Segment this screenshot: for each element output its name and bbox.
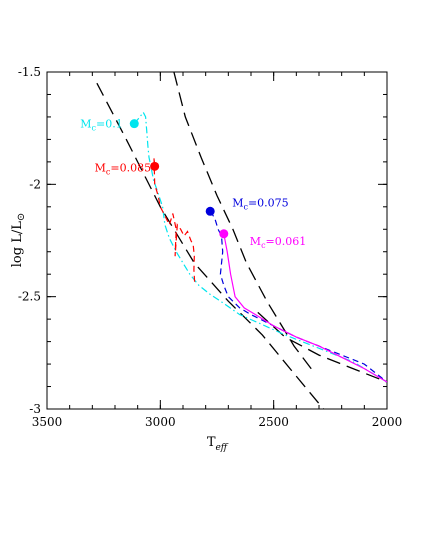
series-mass-label: Mc=0.085 bbox=[95, 161, 151, 176]
evolution-track-line bbox=[133, 111, 387, 383]
series-mass-label: Mc=0.1 bbox=[80, 118, 122, 133]
y-tick-labels: -1.5 -2 -2.5 -3 bbox=[18, 65, 41, 416]
major-ticks bbox=[46, 71, 388, 410]
reference-dashed-line bbox=[96, 82, 325, 409]
plot-frame bbox=[46, 71, 388, 410]
y-tick-label: -2.5 bbox=[18, 290, 41, 304]
reference-dashed-line bbox=[257, 311, 387, 383]
x-axis-label: Teff bbox=[207, 435, 229, 453]
reference-dashed-line bbox=[173, 72, 316, 374]
x-tick-labels: 3500 3000 2500 2000 bbox=[32, 415, 403, 429]
series-labels: Mc=0.1 Mc=0.085 Mc=0.075 Mc=0.061 bbox=[80, 118, 306, 250]
y-tick-label: -2 bbox=[29, 177, 41, 191]
x-tick-label: 2000 bbox=[372, 415, 403, 429]
x-tick-label: 2500 bbox=[258, 415, 289, 429]
evolution-track-line bbox=[153, 157, 196, 286]
evolution-track-line bbox=[223, 233, 387, 383]
track-start-marker bbox=[129, 119, 139, 129]
track-start-marker bbox=[205, 206, 215, 216]
y-axis-label: log L/L⊙ bbox=[10, 213, 27, 267]
series-mass-label: Mc=0.075 bbox=[232, 196, 288, 211]
y-tick-label: -1.5 bbox=[18, 65, 41, 79]
series-mass-label: Mc=0.061 bbox=[250, 235, 306, 250]
y-tick-label: -3 bbox=[29, 402, 41, 416]
track-start-marker bbox=[219, 229, 229, 239]
track-start-marker bbox=[150, 161, 160, 171]
x-tick-label: 3000 bbox=[145, 415, 176, 429]
x-tick-label: 3500 bbox=[32, 415, 63, 429]
start-markers bbox=[129, 119, 229, 239]
